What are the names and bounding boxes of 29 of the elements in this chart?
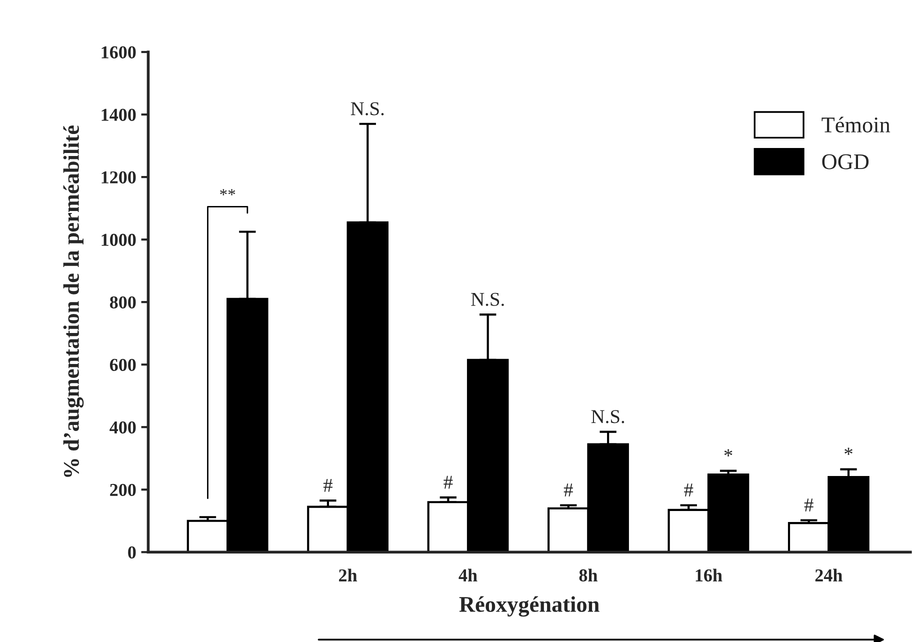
annotation: # xyxy=(684,484,694,496)
y-axis-title: % d’augmentation de la perméabilité xyxy=(63,125,84,477)
x-axis-title: Réoxygénation xyxy=(459,596,600,617)
y-tick-label: 0 xyxy=(128,546,136,559)
y-tick-label: 400 xyxy=(110,421,136,434)
x-tick-label: 8h xyxy=(579,568,598,582)
annotation: ** xyxy=(220,189,236,196)
y-tick-label: 200 xyxy=(110,484,136,496)
y-tick-label: 600 xyxy=(110,358,136,372)
annotation: # xyxy=(564,484,573,496)
annotation: # xyxy=(323,478,332,492)
annotation: N.S. xyxy=(350,102,384,116)
annotation: * xyxy=(844,448,852,455)
y-tick-label: 1400 xyxy=(102,108,136,121)
annotation: # xyxy=(444,476,453,489)
x-tick-label: 24h xyxy=(815,568,842,582)
y-tick-label: 1200 xyxy=(102,171,136,184)
y-tick-label: 800 xyxy=(110,296,136,309)
annotation: # xyxy=(804,498,814,512)
annotation: N.S. xyxy=(591,410,624,424)
legend-label: Témoin xyxy=(822,116,890,132)
x-tick-label: 4h xyxy=(458,568,478,582)
annotation: N.S. xyxy=(471,292,504,306)
y-tick-label: 1000 xyxy=(102,234,136,246)
annotation: * xyxy=(724,449,732,456)
x-tick-label: 2h xyxy=(339,568,358,582)
y-tick-label: 1600 xyxy=(102,46,136,58)
x-tick-label: 16h xyxy=(696,568,722,582)
legend-label: OGD xyxy=(822,154,869,170)
